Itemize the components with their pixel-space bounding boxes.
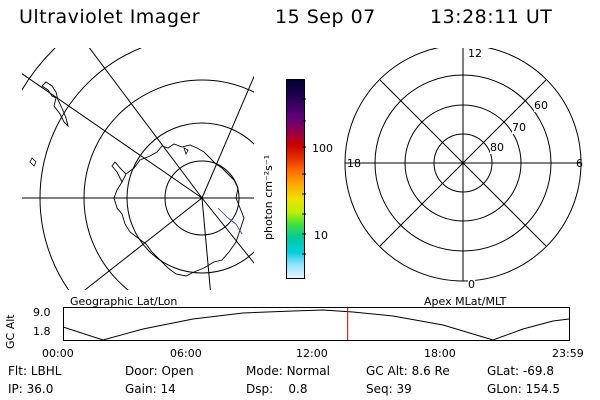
colorbar	[286, 79, 305, 279]
meridian	[201, 197, 211, 290]
meridian	[201, 197, 254, 264]
status-gain: Gain: 14	[125, 382, 176, 396]
south-america-coastline	[41, 81, 69, 128]
magnetic-polar-plot	[344, 48, 582, 282]
status-flt: Flt: LBHL	[8, 364, 62, 378]
islands	[29, 147, 189, 167]
meridian	[22, 73, 203, 199]
mlt-label-12: 12	[468, 47, 482, 60]
status-dsp: Dsp: 0.8	[246, 382, 308, 396]
observation-time: 13:28:11 UT	[430, 6, 553, 28]
timeline-ytick-1-8: 1.8	[33, 325, 51, 338]
colorbar-tick-10: 10	[314, 229, 328, 242]
left-panel-caption: Geographic Lat/Lon	[70, 295, 178, 308]
instrument-title: Ultraviolet Imager	[19, 6, 201, 28]
lat-ring	[83, 79, 254, 290]
meridian	[88, 48, 203, 199]
status-mode: Mode: Normal	[246, 364, 330, 378]
status-gc-alt: GC Alt: 8.6 Re	[366, 364, 450, 378]
colorbar-axis	[302, 98, 306, 255]
timeline-ytick-9: 9.0	[33, 306, 51, 319]
meridian	[84, 197, 203, 290]
timeline-xtick-1800: 18:00	[424, 347, 456, 360]
colorbar-unit-label: photon cm⁻²s⁻¹	[262, 154, 275, 240]
mlat-label-80: 80	[490, 141, 504, 154]
antarctic-peninsula	[111, 161, 127, 183]
meridian	[201, 75, 254, 199]
mlt-label-6: 6	[576, 157, 583, 170]
terminator-line	[217, 207, 243, 235]
mlt-label-18: 18	[347, 157, 361, 170]
status-door: Door: Open	[125, 364, 194, 378]
timeline-xtick-0000: 00:00	[42, 347, 74, 360]
status-ip: IP: 36.0	[8, 382, 54, 396]
status-glat: GLat: -69.8	[487, 364, 554, 378]
timeline-xtick-2359: 23:59	[552, 347, 584, 360]
colorbar-tick-100: 100	[312, 142, 333, 155]
mlat-label-70: 70	[512, 121, 526, 134]
altitude-curve	[63, 309, 570, 341]
status-seq: Seq: 39	[366, 382, 412, 396]
lat-ring	[39, 48, 143, 290]
timeline-xtick-0600: 06:00	[170, 347, 202, 360]
right-panel-caption: Apex MLat/MLT	[424, 295, 507, 308]
timeline-xtick-1200: 12:00	[296, 347, 328, 360]
timeline-y-label: GC Alt	[4, 314, 17, 349]
colorbar-gradient	[287, 80, 304, 278]
status-glon: GLon: 154.5	[487, 382, 560, 396]
antarctica-coastline	[113, 143, 245, 277]
mlt-label-0: 0	[468, 278, 475, 291]
mlat-label-60: 60	[534, 99, 548, 112]
lat-ring	[22, 48, 56, 91]
geographic-map	[22, 48, 254, 290]
observation-date: 15 Sep 07	[275, 6, 376, 28]
altitude-timeline	[63, 307, 570, 341]
mlt-line-diag	[379, 79, 547, 247]
